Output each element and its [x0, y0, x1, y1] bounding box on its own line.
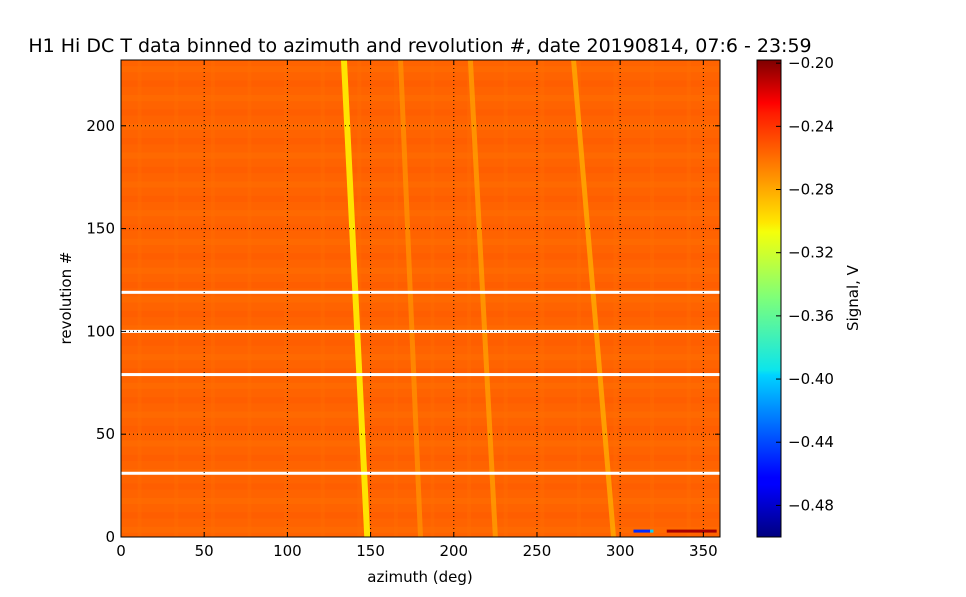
texture-column: [210, 60, 215, 537]
colorbar-tick-label: −0.36: [788, 307, 834, 325]
y-tick-label: 0: [105, 528, 115, 546]
x-tick-label: 200: [439, 542, 468, 560]
y-tick-label: 200: [86, 117, 115, 135]
texture-column: [137, 60, 142, 537]
texture-band: [121, 109, 720, 116]
texture-band: [121, 210, 720, 217]
texture-band: [121, 181, 720, 188]
colorbar-tick-label: −0.28: [788, 181, 834, 199]
x-tick-label: 50: [195, 542, 214, 560]
texture-column: [576, 60, 581, 537]
texture-band: [121, 238, 720, 246]
x-tick-label: 250: [523, 542, 552, 560]
texture-band: [121, 454, 720, 461]
colorbar-tick-label: −0.20: [788, 54, 834, 72]
texture-band: [121, 354, 720, 361]
texture-band: [121, 440, 720, 447]
colorbar-tick-label: −0.40: [788, 370, 834, 388]
texture-band: [121, 152, 720, 159]
texture-band: [121, 368, 720, 375]
faint-streak: [398, 60, 423, 537]
texture-column: [503, 60, 508, 537]
missing-revolution-row: [121, 290, 720, 294]
texture-band: [121, 425, 720, 433]
texture-column: [357, 60, 362, 537]
texture-column: [320, 60, 325, 537]
texture-band: [121, 296, 720, 303]
texture-band: [121, 94, 720, 102]
x-axis-label: azimuth (deg): [367, 568, 472, 586]
y-tick-label: 100: [86, 322, 115, 340]
y-axis-label: revolution #: [57, 252, 75, 345]
texture-band: [121, 310, 720, 318]
bright-streak: [340, 60, 371, 537]
texture-band: [121, 267, 720, 274]
x-tick-label: 300: [606, 542, 635, 560]
faint-streak: [571, 60, 617, 537]
texture-column: [393, 60, 398, 537]
x-tick-label: 350: [689, 542, 718, 560]
texture-band: [121, 325, 720, 332]
y-tick-label: 150: [86, 220, 115, 238]
missing-revolutions: [121, 290, 720, 475]
texture-band: [121, 195, 720, 202]
texture-band: [121, 166, 720, 174]
texture-band: [121, 282, 720, 289]
heatmap-plot: [121, 60, 720, 537]
texture-column: [247, 60, 252, 537]
x-axis-ticks: 0 50 100 150 200 250 300 350: [116, 60, 718, 560]
colorbar-label: Signal, V: [844, 264, 862, 331]
texture-column: [284, 60, 289, 537]
missing-revolution-row: [121, 329, 720, 333]
colorbar-tick-label: −0.48: [788, 496, 834, 514]
y-axis-ticks: 0 50 100 150 200: [86, 117, 720, 546]
texture-column: [613, 60, 618, 537]
colorbar-tick-label: −0.24: [788, 117, 834, 135]
x-tick-label: 150: [356, 542, 385, 560]
chart-title: H1 Hi DC T data binned to azimuth and re…: [28, 35, 811, 57]
colorbar-tick-label: −0.32: [788, 244, 834, 262]
colorbar-ticks: −0.48 −0.44 −0.40 −0.36 −0.32 −0.28 −0.24 −0.20: [776, 54, 834, 514]
anomaly-high: [666, 529, 717, 533]
texture-column: [430, 60, 435, 537]
texture-band: [121, 224, 720, 231]
texture-band: [121, 123, 720, 130]
anomaly-low: [633, 529, 651, 533]
anomaly-mid: [650, 529, 654, 533]
texture-band: [121, 382, 720, 389]
missing-revolution-row: [121, 373, 720, 377]
x-tick-label: 100: [273, 542, 302, 560]
x-tick-label: 0: [116, 542, 126, 560]
colorbar: [756, 59, 782, 538]
colorbar-tick-label: −0.44: [788, 433, 834, 451]
texture-column: [650, 60, 655, 537]
texture-band: [121, 397, 720, 404]
heatmap-features: [121, 60, 720, 537]
texture-band: [121, 339, 720, 346]
texture-column: [467, 60, 472, 537]
texture-column: [686, 60, 691, 537]
texture-band: [121, 80, 720, 87]
texture-band: [121, 138, 720, 145]
texture-column: [174, 60, 179, 537]
texture-band: [121, 411, 720, 418]
texture-column: [540, 60, 545, 537]
missing-revolution-row: [121, 471, 720, 475]
faint-streak: [467, 60, 498, 537]
texture-band: [121, 253, 720, 260]
plot-frame: [120, 59, 721, 538]
y-tick-label: 50: [96, 425, 115, 443]
texture-band: [121, 66, 720, 73]
